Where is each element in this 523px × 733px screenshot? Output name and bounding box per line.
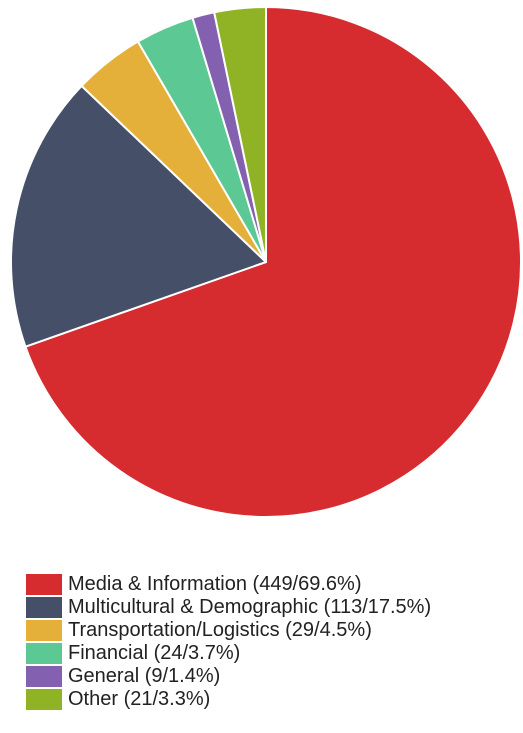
legend-swatch <box>26 574 62 595</box>
legend-item: General (9/1.4%) <box>26 665 431 687</box>
legend-item: Multicultural & Demographic (113/17.5%) <box>26 596 431 618</box>
legend-swatch <box>26 689 62 710</box>
legend-swatch <box>26 643 62 664</box>
pie-svg <box>0 0 523 560</box>
legend-swatch <box>26 597 62 618</box>
legend-label: Media & Information (449/69.6%) <box>68 573 362 595</box>
legend-item: Financial (24/3.7%) <box>26 642 431 664</box>
legend-label: Financial (24/3.7%) <box>68 642 240 664</box>
legend-item: Media & Information (449/69.6%) <box>26 573 431 595</box>
legend-label: General (9/1.4%) <box>68 665 220 687</box>
legend-item: Other (21/3.3%) <box>26 688 431 710</box>
legend: Media & Information (449/69.6%) Multicult… <box>26 573 431 711</box>
legend-label: Other (21/3.3%) <box>68 688 210 710</box>
legend-label: Transportation/Logistics (29/4.5%) <box>68 619 372 641</box>
legend-item: Transportation/Logistics (29/4.5%) <box>26 619 431 641</box>
legend-swatch <box>26 620 62 641</box>
legend-label: Multicultural & Demographic (113/17.5%) <box>68 596 431 618</box>
legend-swatch <box>26 666 62 687</box>
